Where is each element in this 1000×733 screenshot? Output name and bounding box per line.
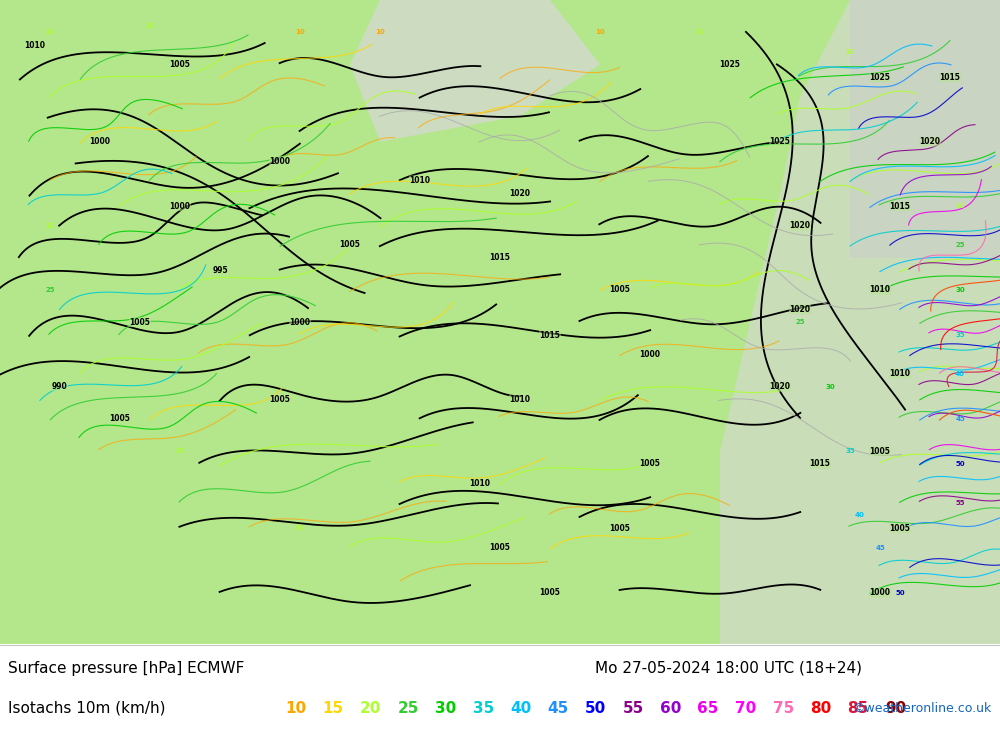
Text: 1015: 1015 (890, 202, 910, 210)
Text: 990: 990 (52, 382, 68, 391)
Text: 1010: 1010 (24, 40, 46, 50)
Text: 1000: 1000 (290, 317, 310, 327)
Text: 1005: 1005 (490, 543, 510, 552)
Text: 20: 20 (295, 526, 305, 531)
Text: 1005: 1005 (870, 446, 890, 455)
Text: 40: 40 (855, 512, 865, 518)
Text: 85: 85 (848, 701, 869, 715)
Text: 1005: 1005 (110, 414, 130, 423)
Text: 55: 55 (955, 500, 965, 506)
Text: 35: 35 (473, 701, 494, 715)
Text: 1025: 1025 (770, 137, 790, 147)
Text: 25: 25 (398, 701, 419, 715)
Text: 1005: 1005 (340, 240, 360, 249)
Text: 40: 40 (510, 701, 531, 715)
Text: 60: 60 (660, 701, 681, 715)
Text: 20: 20 (845, 48, 855, 54)
Text: 50: 50 (955, 461, 965, 467)
Text: ©weatheronline.co.uk: ©weatheronline.co.uk (853, 701, 992, 715)
Text: 1015: 1015 (540, 331, 560, 339)
Text: 50: 50 (895, 590, 905, 596)
Text: 10: 10 (595, 29, 605, 35)
Text: 995: 995 (212, 266, 228, 275)
Text: 20: 20 (360, 701, 381, 715)
Text: 10: 10 (295, 29, 305, 35)
Text: 45: 45 (875, 545, 885, 550)
Text: 20: 20 (695, 29, 705, 35)
Text: 1005: 1005 (890, 524, 910, 533)
Text: 20: 20 (955, 203, 965, 209)
Text: Isotachs 10m (km/h): Isotachs 10m (km/h) (8, 701, 166, 715)
Text: 45: 45 (548, 701, 569, 715)
Text: 1025: 1025 (720, 60, 740, 69)
Text: 1020: 1020 (920, 137, 940, 147)
Text: Mo 27-05-2024 18:00 UTC (18+24): Mo 27-05-2024 18:00 UTC (18+24) (595, 660, 862, 676)
Text: 90: 90 (885, 701, 906, 715)
Text: 1000: 1000 (170, 202, 190, 210)
Text: 10: 10 (285, 701, 306, 715)
Text: 1020: 1020 (790, 221, 810, 230)
Text: 70: 70 (735, 701, 756, 715)
Text: 1000: 1000 (640, 350, 660, 359)
Text: 30: 30 (435, 701, 456, 715)
Text: 30: 30 (955, 287, 965, 293)
Text: 1005: 1005 (270, 395, 290, 404)
Text: 25: 25 (955, 242, 965, 248)
Text: 45: 45 (955, 416, 965, 421)
Text: 1000: 1000 (270, 157, 290, 166)
Text: 1000: 1000 (870, 589, 891, 597)
Text: 1005: 1005 (610, 524, 630, 533)
Text: 65: 65 (698, 701, 719, 715)
Text: 20: 20 (45, 29, 55, 35)
Text: 1000: 1000 (90, 137, 110, 147)
Text: 20: 20 (145, 23, 155, 29)
Text: 1010: 1010 (510, 395, 530, 404)
Text: 1005: 1005 (610, 285, 630, 295)
Text: 35: 35 (845, 448, 855, 454)
Text: 1010: 1010 (470, 479, 490, 487)
Text: Surface pressure [hPa] ECMWF: Surface pressure [hPa] ECMWF (8, 660, 244, 676)
Text: 1010: 1010 (890, 369, 910, 378)
Text: 1015: 1015 (490, 253, 510, 262)
Text: 1010: 1010 (410, 176, 430, 185)
Text: 1025: 1025 (870, 73, 890, 82)
Text: 1005: 1005 (170, 60, 190, 69)
Text: 25: 25 (795, 319, 805, 325)
Text: 20: 20 (175, 448, 185, 454)
Polygon shape (720, 0, 1000, 644)
Text: 55: 55 (622, 701, 644, 715)
Text: 1005: 1005 (540, 589, 560, 597)
Text: 1005: 1005 (130, 317, 150, 327)
Text: 1015: 1015 (940, 73, 960, 82)
Text: 30: 30 (825, 383, 835, 389)
Text: 1020: 1020 (510, 189, 530, 198)
Polygon shape (350, 0, 600, 141)
Text: 1015: 1015 (810, 460, 830, 468)
Text: 10: 10 (375, 29, 385, 35)
Text: 40: 40 (955, 371, 965, 377)
Text: 50: 50 (585, 701, 606, 715)
Text: 1020: 1020 (790, 305, 810, 314)
Polygon shape (850, 0, 1000, 258)
Text: 35: 35 (955, 332, 965, 338)
Text: 75: 75 (772, 701, 794, 715)
Text: 1010: 1010 (870, 285, 891, 295)
Text: 1005: 1005 (640, 460, 660, 468)
Text: 80: 80 (810, 701, 831, 715)
Text: 20: 20 (45, 223, 55, 229)
Text: 25: 25 (45, 287, 55, 293)
Text: 15: 15 (322, 701, 344, 715)
Text: 1020: 1020 (770, 382, 790, 391)
